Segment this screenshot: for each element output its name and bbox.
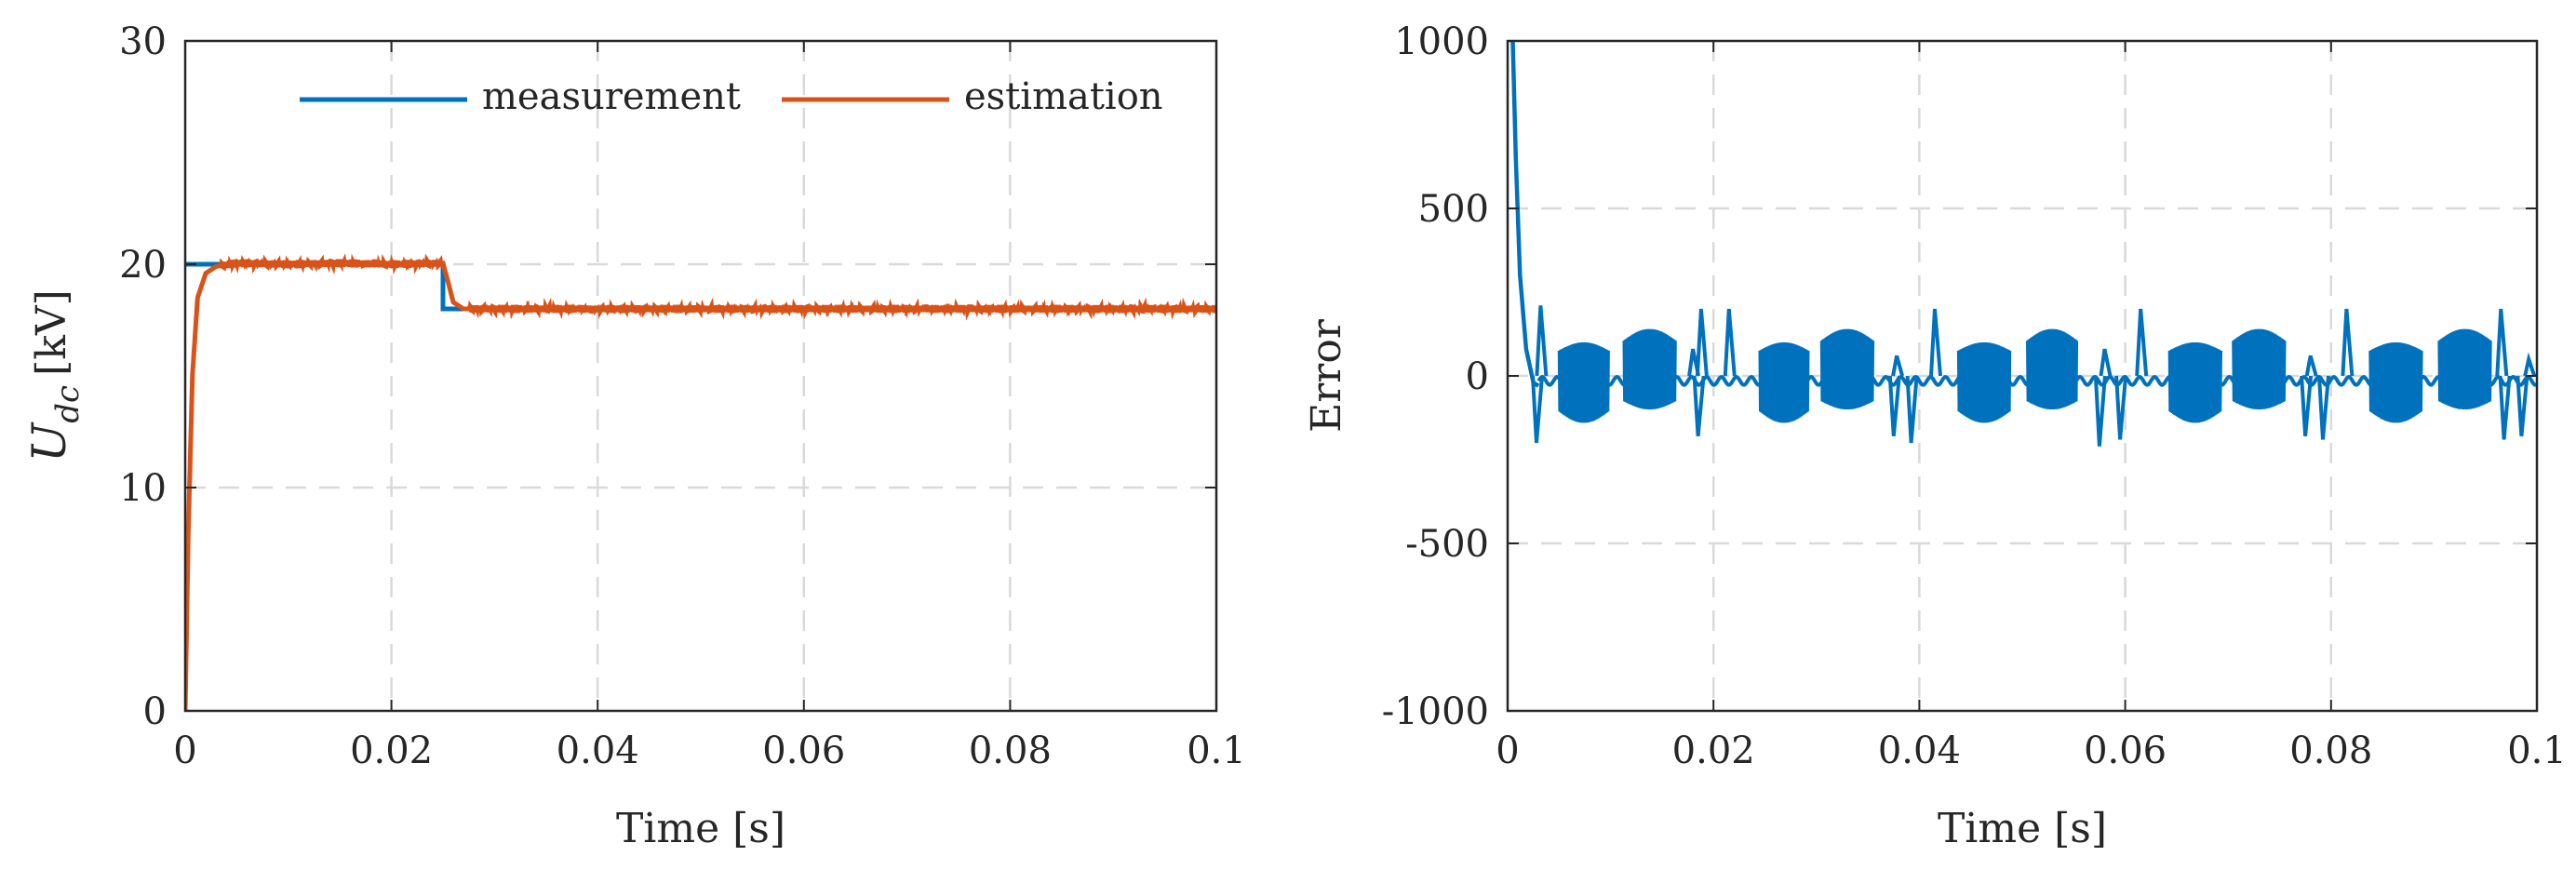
- error-oscillation-burst: [1956, 341, 2012, 423]
- y-tick-label-error: 1000: [1394, 20, 1489, 63]
- error-oscillation-burst: [2167, 341, 2222, 423]
- error-spike: [1723, 308, 1737, 377]
- error-spike: [2523, 352, 2537, 377]
- series-group-error: [1510, 41, 2537, 447]
- y-axis-label-unit: [kV]: [28, 289, 75, 376]
- y-axis-label-error: Error: [1303, 318, 1350, 433]
- x-tick-label-voltage: 0.1: [1187, 729, 1246, 772]
- error-spike: [2135, 308, 2149, 377]
- error-oscillation-burst: [1758, 341, 1810, 423]
- error-spike: [2099, 348, 2113, 377]
- x-tick-label-error: 0: [1496, 729, 1519, 772]
- x-tick-label-voltage: 0.02: [350, 729, 433, 772]
- x-axis-label-error: Time [s]: [1938, 805, 2107, 852]
- x-tick-label-voltage: 0.06: [762, 729, 845, 772]
- error-spike: [1692, 375, 1706, 436]
- legend-label-estimation: estimation: [964, 75, 1163, 118]
- legend: measurement estimation: [300, 75, 1163, 118]
- error-oscillation-burst: [1557, 341, 1610, 423]
- x-tick-label-error: 0.04: [1878, 729, 1961, 772]
- error-spike: [2317, 375, 2330, 440]
- x-tick-label-voltage: 0.04: [557, 729, 639, 772]
- axes-box-voltage: [183, 39, 1218, 713]
- error-oscillation-burst: [2368, 341, 2423, 423]
- x-tick-label-voltage: 0: [173, 729, 196, 772]
- y-tick-label-error: -1000: [1382, 690, 1489, 733]
- x-tick-label-error: 0.06: [2084, 729, 2167, 772]
- x-tick-label-error: 0.08: [2289, 729, 2372, 772]
- error-spike: [1531, 375, 1544, 444]
- error-spike: [2495, 308, 2509, 377]
- error-oscillation-burst: [1819, 328, 1875, 410]
- y-tick-label-error: 500: [1418, 188, 1489, 231]
- legend-label-measurement: measurement: [482, 75, 741, 118]
- y-axis-label-voltage: Udc [kV]: [22, 289, 87, 462]
- series-group-voltage: [185, 253, 1216, 711]
- y-tick-label-voltage: 20: [119, 244, 167, 287]
- y-axis-label-main: U: [22, 421, 76, 462]
- error-spike: [1929, 308, 1942, 377]
- error-spike: [1905, 375, 1919, 444]
- chart-voltage: 0 0.02 0.04 0.06 0.08 0.1 0 10 20 30 measurement …: [22, 20, 1246, 852]
- error-oscillation-burst: [2437, 328, 2492, 410]
- error-spike: [2341, 308, 2355, 377]
- y-axis-label-sub: dc: [49, 385, 87, 423]
- x-tick-label-error: 0.1: [2507, 729, 2567, 772]
- ticks-error: 0 0.02 0.04 0.06 0.08 0.1 -1000 -500 0 500 1000: [1382, 20, 2567, 772]
- error-spike: [2516, 375, 2529, 436]
- x-axis-label-voltage: Time [s]: [616, 805, 785, 852]
- chart-error: 0 0.02 0.04 0.06 0.08 0.1 -1000 -500 0 500 1000 Ti…: [1303, 20, 2567, 852]
- error-spike: [1535, 305, 1549, 377]
- error-oscillation-burst: [2232, 328, 2287, 410]
- series-line-estimation: [185, 253, 1216, 711]
- error-spike: [1887, 375, 1901, 436]
- error-spike: [2093, 375, 2107, 447]
- y-tick-label-voltage: 0: [143, 690, 167, 733]
- error-spike: [2300, 375, 2314, 436]
- plot-area-voltage: [185, 41, 1216, 711]
- error-spike: [2114, 375, 2128, 440]
- ticks-voltage: 0 0.02 0.04 0.06 0.08 0.1 0 10 20 30: [119, 20, 1246, 772]
- error-spike: [1891, 355, 1905, 377]
- error-oscillation-burst: [2026, 328, 2079, 410]
- y-tick-label-voltage: 30: [119, 20, 167, 63]
- error-spike: [1695, 308, 1709, 377]
- y-tick-label-voltage: 10: [119, 467, 167, 510]
- x-tick-label-voltage: 0.08: [969, 729, 1052, 772]
- error-spike: [2498, 375, 2512, 440]
- y-tick-label-error: 0: [1466, 355, 1489, 398]
- y-tick-label-error: -500: [1405, 523, 1489, 566]
- x-tick-label-error: 0.02: [1672, 729, 1755, 772]
- error-oscillation-burst: [1622, 328, 1677, 410]
- error-spike: [2304, 355, 2318, 377]
